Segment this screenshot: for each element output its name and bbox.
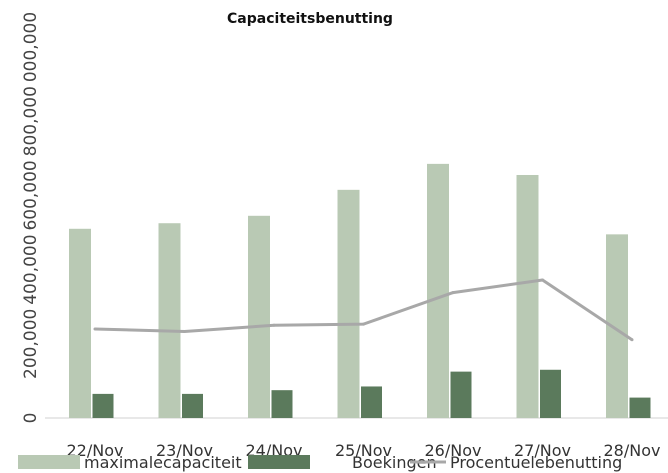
x-tick-label: 28/Nov [604,441,661,460]
bar-boekingen-22-nov [92,393,114,418]
line-point [451,291,455,295]
y-tick-label: 200,000 [21,309,41,379]
line-point [362,322,365,326]
y-tick-label: 0 [21,413,41,424]
y-tick-label: 800,000 [21,86,41,156]
bar-boekingen-24-nov [271,390,293,418]
legend-label: Procentuelebenutting [450,453,622,472]
bar-maximalecapaciteit-23-nov [158,223,181,418]
bar-boekingen-23-nov [182,393,203,418]
x-tick-label: 26/Nov [425,441,482,460]
y-tick-label: 600,000 [21,160,41,230]
y-tick-label: 400,000 [21,234,41,304]
legend-swatch [18,455,80,469]
line-point [183,330,186,334]
line-point [541,278,544,282]
x-tick-label: 22/Nov [67,441,124,460]
x-tick-label: 25/Nov [335,441,392,460]
x-tick-label: 27/Nov [514,441,571,460]
bar-boekingen-28-nov [629,397,651,418]
y-tick-label: 000,000 [21,12,41,82]
chart-title: Capaciteitsbenutting [227,11,393,27]
bar-boekingen-27-nov [540,369,561,418]
bar-boekingen-25-nov [361,386,382,418]
x-tick-label: 23/Nov [156,441,213,460]
bar-boekingen-26-nov [450,371,472,418]
bar-maximalecapaciteit-28-nov [606,234,628,418]
bar-maximalecapaciteit-22-nov [69,228,91,418]
bar-maximalecapaciteit-25-nov [337,189,360,418]
legend-label: Boekingen [352,453,437,472]
bar-maximalecapaciteit-27-nov [516,174,539,418]
bar-maximalecapaciteit-26-nov [427,163,449,418]
line-point [630,338,634,342]
line-point [93,327,97,331]
legend-swatch [248,455,310,469]
legend: maximalecapaciteit Boekingen Procentuelebe… [18,453,622,472]
bar-maximalecapaciteit-24-nov [248,215,270,418]
line-point [272,323,276,327]
legend-label: maximalecapaciteit [84,453,242,472]
